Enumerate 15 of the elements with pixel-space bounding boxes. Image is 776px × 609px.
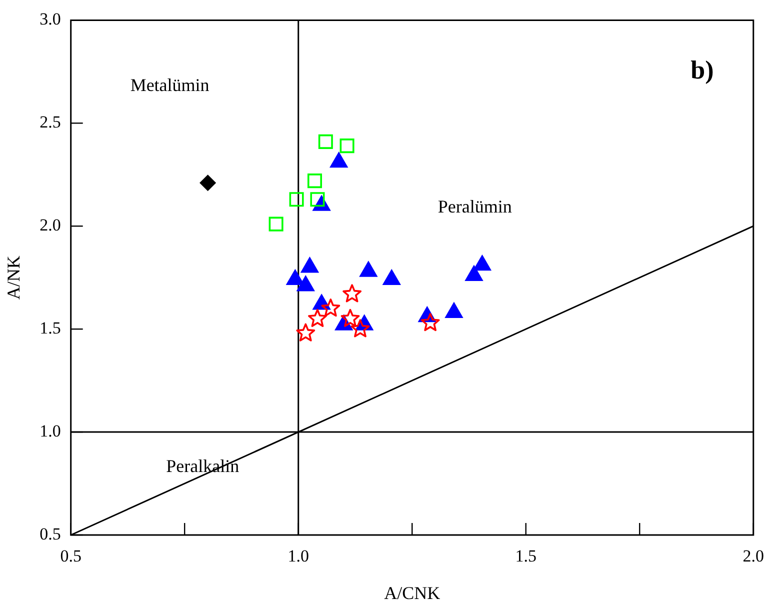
x-axis-title: A/CNK xyxy=(384,582,440,603)
y-tick-label: 1.5 xyxy=(40,318,61,338)
x-tick-label: 1.0 xyxy=(288,546,309,566)
y-tick-label: 3.0 xyxy=(40,10,61,29)
y-tick-label: 2.0 xyxy=(40,216,61,235)
x-tick-label: 0.5 xyxy=(60,546,82,566)
y-tick-label: 0.5 xyxy=(40,524,61,544)
x-tick-label: 2.0 xyxy=(742,546,764,566)
annotation: b) xyxy=(690,55,714,84)
annotation: Peralümin xyxy=(438,196,512,216)
y-tick-label: 2.5 xyxy=(40,112,61,132)
annotation: Metalümin xyxy=(130,74,210,95)
y-axis-title: A/NK xyxy=(4,256,24,300)
x-tick-label: 1.5 xyxy=(515,546,536,566)
y-tick-label: 1.0 xyxy=(40,422,61,441)
